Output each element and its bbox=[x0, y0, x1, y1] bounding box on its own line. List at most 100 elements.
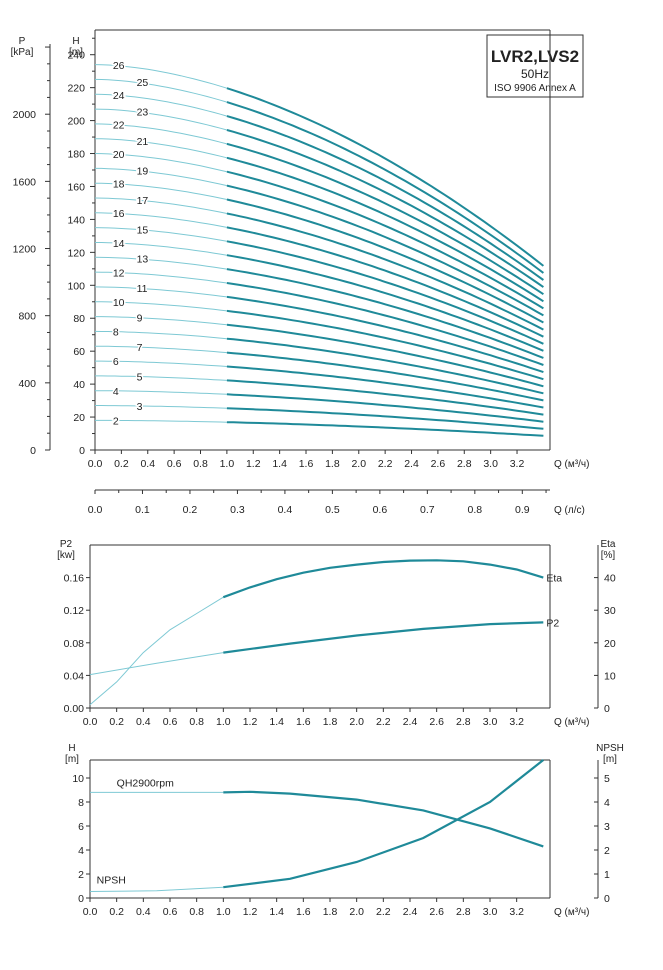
npsh-tick-label: 5 bbox=[604, 773, 610, 785]
stage-curve bbox=[226, 407, 544, 430]
stage-curve bbox=[226, 184, 544, 317]
stage-curve-light bbox=[94, 212, 227, 228]
stage-curve bbox=[226, 337, 544, 395]
p-tick-label: 0 bbox=[30, 445, 36, 457]
eta-axis-title: Eta [%] bbox=[600, 539, 615, 561]
p-tick-label: 2000 bbox=[13, 109, 37, 121]
series-line bbox=[223, 790, 544, 848]
stage-curve-light bbox=[94, 227, 227, 242]
eta-tick-label: 40 bbox=[604, 573, 616, 585]
stage-label: 10 bbox=[113, 297, 125, 309]
x-axis-label: Q (м³/ч) bbox=[554, 717, 589, 728]
p-tick-label: 400 bbox=[18, 378, 36, 390]
x-tick-label: 2.6 bbox=[429, 906, 444, 918]
standard-label: ISO 9906 Annex A bbox=[494, 83, 576, 94]
h-axis-title: H [m] bbox=[69, 36, 83, 58]
npsh-axis-title: NPSH [m] bbox=[596, 743, 624, 765]
x-axis-label: Q (м³/ч) bbox=[554, 459, 589, 470]
stage-label: 17 bbox=[137, 195, 149, 207]
npsh-tick-label: 3 bbox=[604, 821, 610, 833]
stage-curve bbox=[226, 129, 544, 288]
model-title: LVR2,LVS2 bbox=[491, 47, 579, 66]
h-tick-label: 240 bbox=[67, 50, 85, 62]
stage-label: 25 bbox=[137, 77, 149, 89]
x-tick-label: 0.4 bbox=[136, 716, 151, 728]
stage-label: 8 bbox=[113, 327, 119, 339]
stage-curve-light bbox=[94, 93, 228, 117]
stage-label: 11 bbox=[137, 283, 148, 295]
x-tick-label: 1.4 bbox=[269, 716, 284, 728]
stage-curve-light bbox=[95, 390, 227, 395]
stage-curve-light bbox=[95, 167, 228, 187]
x-tick-label: 1.0 bbox=[220, 458, 235, 470]
stage-curve bbox=[226, 87, 545, 267]
q-ls-tick-label: 0.5 bbox=[325, 504, 340, 516]
h-tick-label: 220 bbox=[67, 83, 85, 95]
stage-curve-light bbox=[95, 375, 227, 381]
stage-curve-light bbox=[95, 316, 227, 326]
stage-label: 20 bbox=[113, 149, 125, 161]
stage-label: 21 bbox=[137, 136, 149, 148]
series-label: NPSH bbox=[97, 875, 126, 887]
x-tick-label: 0.6 bbox=[167, 458, 182, 470]
y-tick-label: 0.16 bbox=[64, 573, 85, 585]
h-tick-label: 120 bbox=[67, 247, 85, 259]
series-line bbox=[223, 759, 544, 889]
x-tick-label: 1.4 bbox=[269, 906, 284, 918]
y-tick-label: 4 bbox=[78, 845, 84, 857]
y-tick-label: 0.08 bbox=[64, 638, 85, 650]
stage-label: 9 bbox=[137, 313, 143, 325]
stage-curve-light bbox=[94, 64, 228, 89]
stage-curve bbox=[226, 115, 544, 281]
stage-curve bbox=[226, 198, 544, 324]
stage-curve bbox=[226, 240, 544, 345]
stage-curve bbox=[226, 282, 544, 366]
q-ls-tick-label: 0.4 bbox=[278, 504, 293, 516]
npsh-tick-label: 2 bbox=[604, 845, 610, 857]
h-tick-label: 200 bbox=[67, 116, 85, 128]
head-title-box: LVR2,LVS2 50Hz ISO 9906 Annex A bbox=[486, 34, 584, 98]
series-line bbox=[223, 621, 544, 654]
stage-curve bbox=[226, 142, 544, 296]
h-tick-label: 80 bbox=[73, 313, 85, 325]
x-tick-label: 1.2 bbox=[243, 716, 258, 728]
x-tick-label: 0.8 bbox=[189, 716, 204, 728]
x-tick-label: 2.0 bbox=[349, 906, 364, 918]
eta-tick-label: 10 bbox=[604, 670, 616, 682]
stage-label: 4 bbox=[113, 386, 119, 398]
y-tick-label: 0.00 bbox=[64, 703, 85, 715]
x-tick-label: 3.2 bbox=[510, 458, 525, 470]
x-tick-label: 1.4 bbox=[272, 458, 287, 470]
x-tick-label: 0.0 bbox=[88, 458, 103, 470]
x-tick-label: 2.0 bbox=[349, 716, 364, 728]
stage-curve bbox=[226, 254, 544, 352]
h-tick-label: 20 bbox=[73, 412, 85, 424]
frequency-label: 50Hz bbox=[521, 67, 549, 81]
x-tick-label: 1.8 bbox=[325, 458, 340, 470]
x-tick-label: 1.8 bbox=[323, 716, 338, 728]
q-ls-tick-label: 0.7 bbox=[420, 504, 435, 516]
stage-curve bbox=[226, 212, 544, 331]
h-tick-label: 60 bbox=[73, 346, 85, 358]
h-tick-label: 100 bbox=[67, 280, 85, 292]
stage-curve bbox=[226, 226, 544, 338]
x-tick-label: 1.6 bbox=[299, 458, 314, 470]
stage-curve-light bbox=[94, 123, 228, 145]
h-tick-label: 160 bbox=[67, 181, 85, 193]
stage-label: 22 bbox=[113, 119, 125, 131]
h-tick-label: 180 bbox=[67, 149, 85, 161]
stage-label: 12 bbox=[113, 267, 125, 279]
x-tick-label: 2.4 bbox=[403, 906, 418, 918]
stage-label: 18 bbox=[113, 179, 125, 191]
x-axis-label: Q (м³/ч) bbox=[554, 907, 589, 918]
stage-curve-light bbox=[94, 153, 228, 173]
npsh-tick-label: 4 bbox=[604, 797, 610, 809]
y-tick-label: 0.12 bbox=[64, 605, 85, 617]
h-axis-title: H [m] bbox=[65, 743, 79, 765]
y-tick-label: 6 bbox=[78, 821, 84, 833]
npsh-tick-label: 0 bbox=[604, 893, 610, 905]
x-tick-label: 1.6 bbox=[296, 906, 311, 918]
x-tick-label: 0.2 bbox=[109, 716, 124, 728]
p-axis-title: P [kPa] bbox=[11, 36, 34, 58]
